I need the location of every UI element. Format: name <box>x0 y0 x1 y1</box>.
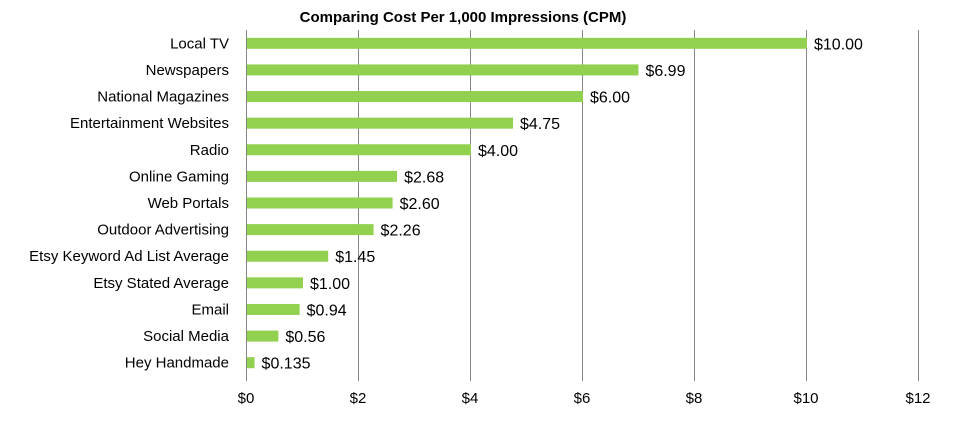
x-tick-label: $4 <box>462 390 479 407</box>
value-label: $1.00 <box>310 276 350 293</box>
value-labels: $10.00 $6.99 $6.00 $4.75$4.00 $2.68 $2.60 $2.2… <box>262 36 863 372</box>
category-label: Email <box>191 301 229 318</box>
category-label: Social Media <box>143 328 230 345</box>
x-tick-label: $10 <box>793 390 818 407</box>
x-tick-label: $0 <box>238 390 255 407</box>
category-labels: Local TV Newspapers National Magazines Ente… <box>29 35 229 371</box>
value-label: $6.99 <box>645 63 685 80</box>
value-label: $2.60 <box>400 196 440 213</box>
bar <box>247 64 639 76</box>
x-tick-labels: $0 $2 $4 $6 $8 $10 $12 <box>238 390 931 407</box>
category-label: Online Gaming <box>129 168 229 185</box>
value-label: $0.94 <box>307 302 347 319</box>
value-label: $2.68 <box>404 169 444 186</box>
gridlines <box>246 30 919 381</box>
bar <box>247 224 374 236</box>
value-label: $0.56 <box>285 329 325 346</box>
bar <box>247 303 300 315</box>
bar <box>247 117 513 129</box>
category-label: Hey Handmade <box>125 355 229 372</box>
category-label: Etsy Keyword Ad List Average <box>29 248 229 265</box>
x-tick-label: $8 <box>686 390 703 407</box>
value-label: $1.45 <box>335 249 375 266</box>
category-label: National Magazines <box>97 89 229 106</box>
value-label: $2.26 <box>381 223 421 240</box>
value-label: $0.135 <box>262 356 311 373</box>
value-label: $10.00 <box>814 36 863 53</box>
chart-title: Comparing Cost Per 1,000 Impressions (CP… <box>300 9 627 26</box>
category-label: Entertainment Websites <box>70 115 229 132</box>
category-label: Local TV <box>170 35 229 52</box>
bar <box>247 330 279 342</box>
value-label: $4.00 <box>478 143 518 160</box>
category-label: Etsy Stated Average <box>93 275 229 292</box>
x-tick-label: $12 <box>905 390 930 407</box>
bar <box>247 170 398 182</box>
bar <box>247 37 807 49</box>
category-label: Web Portals <box>148 195 229 212</box>
category-label: Outdoor Advertising <box>97 222 229 239</box>
category-label: Radio <box>190 142 229 159</box>
category-label: Newspapers <box>146 62 229 79</box>
bar <box>247 357 255 369</box>
bar <box>247 91 583 103</box>
bar <box>247 197 393 209</box>
x-tick-label: $2 <box>350 390 367 407</box>
bar <box>247 250 329 262</box>
bar <box>247 277 303 289</box>
value-label: $4.75 <box>520 116 560 133</box>
x-tick-label: $6 <box>574 390 591 407</box>
bars <box>247 37 807 369</box>
bar <box>247 144 471 156</box>
value-label: $6.00 <box>590 90 630 107</box>
